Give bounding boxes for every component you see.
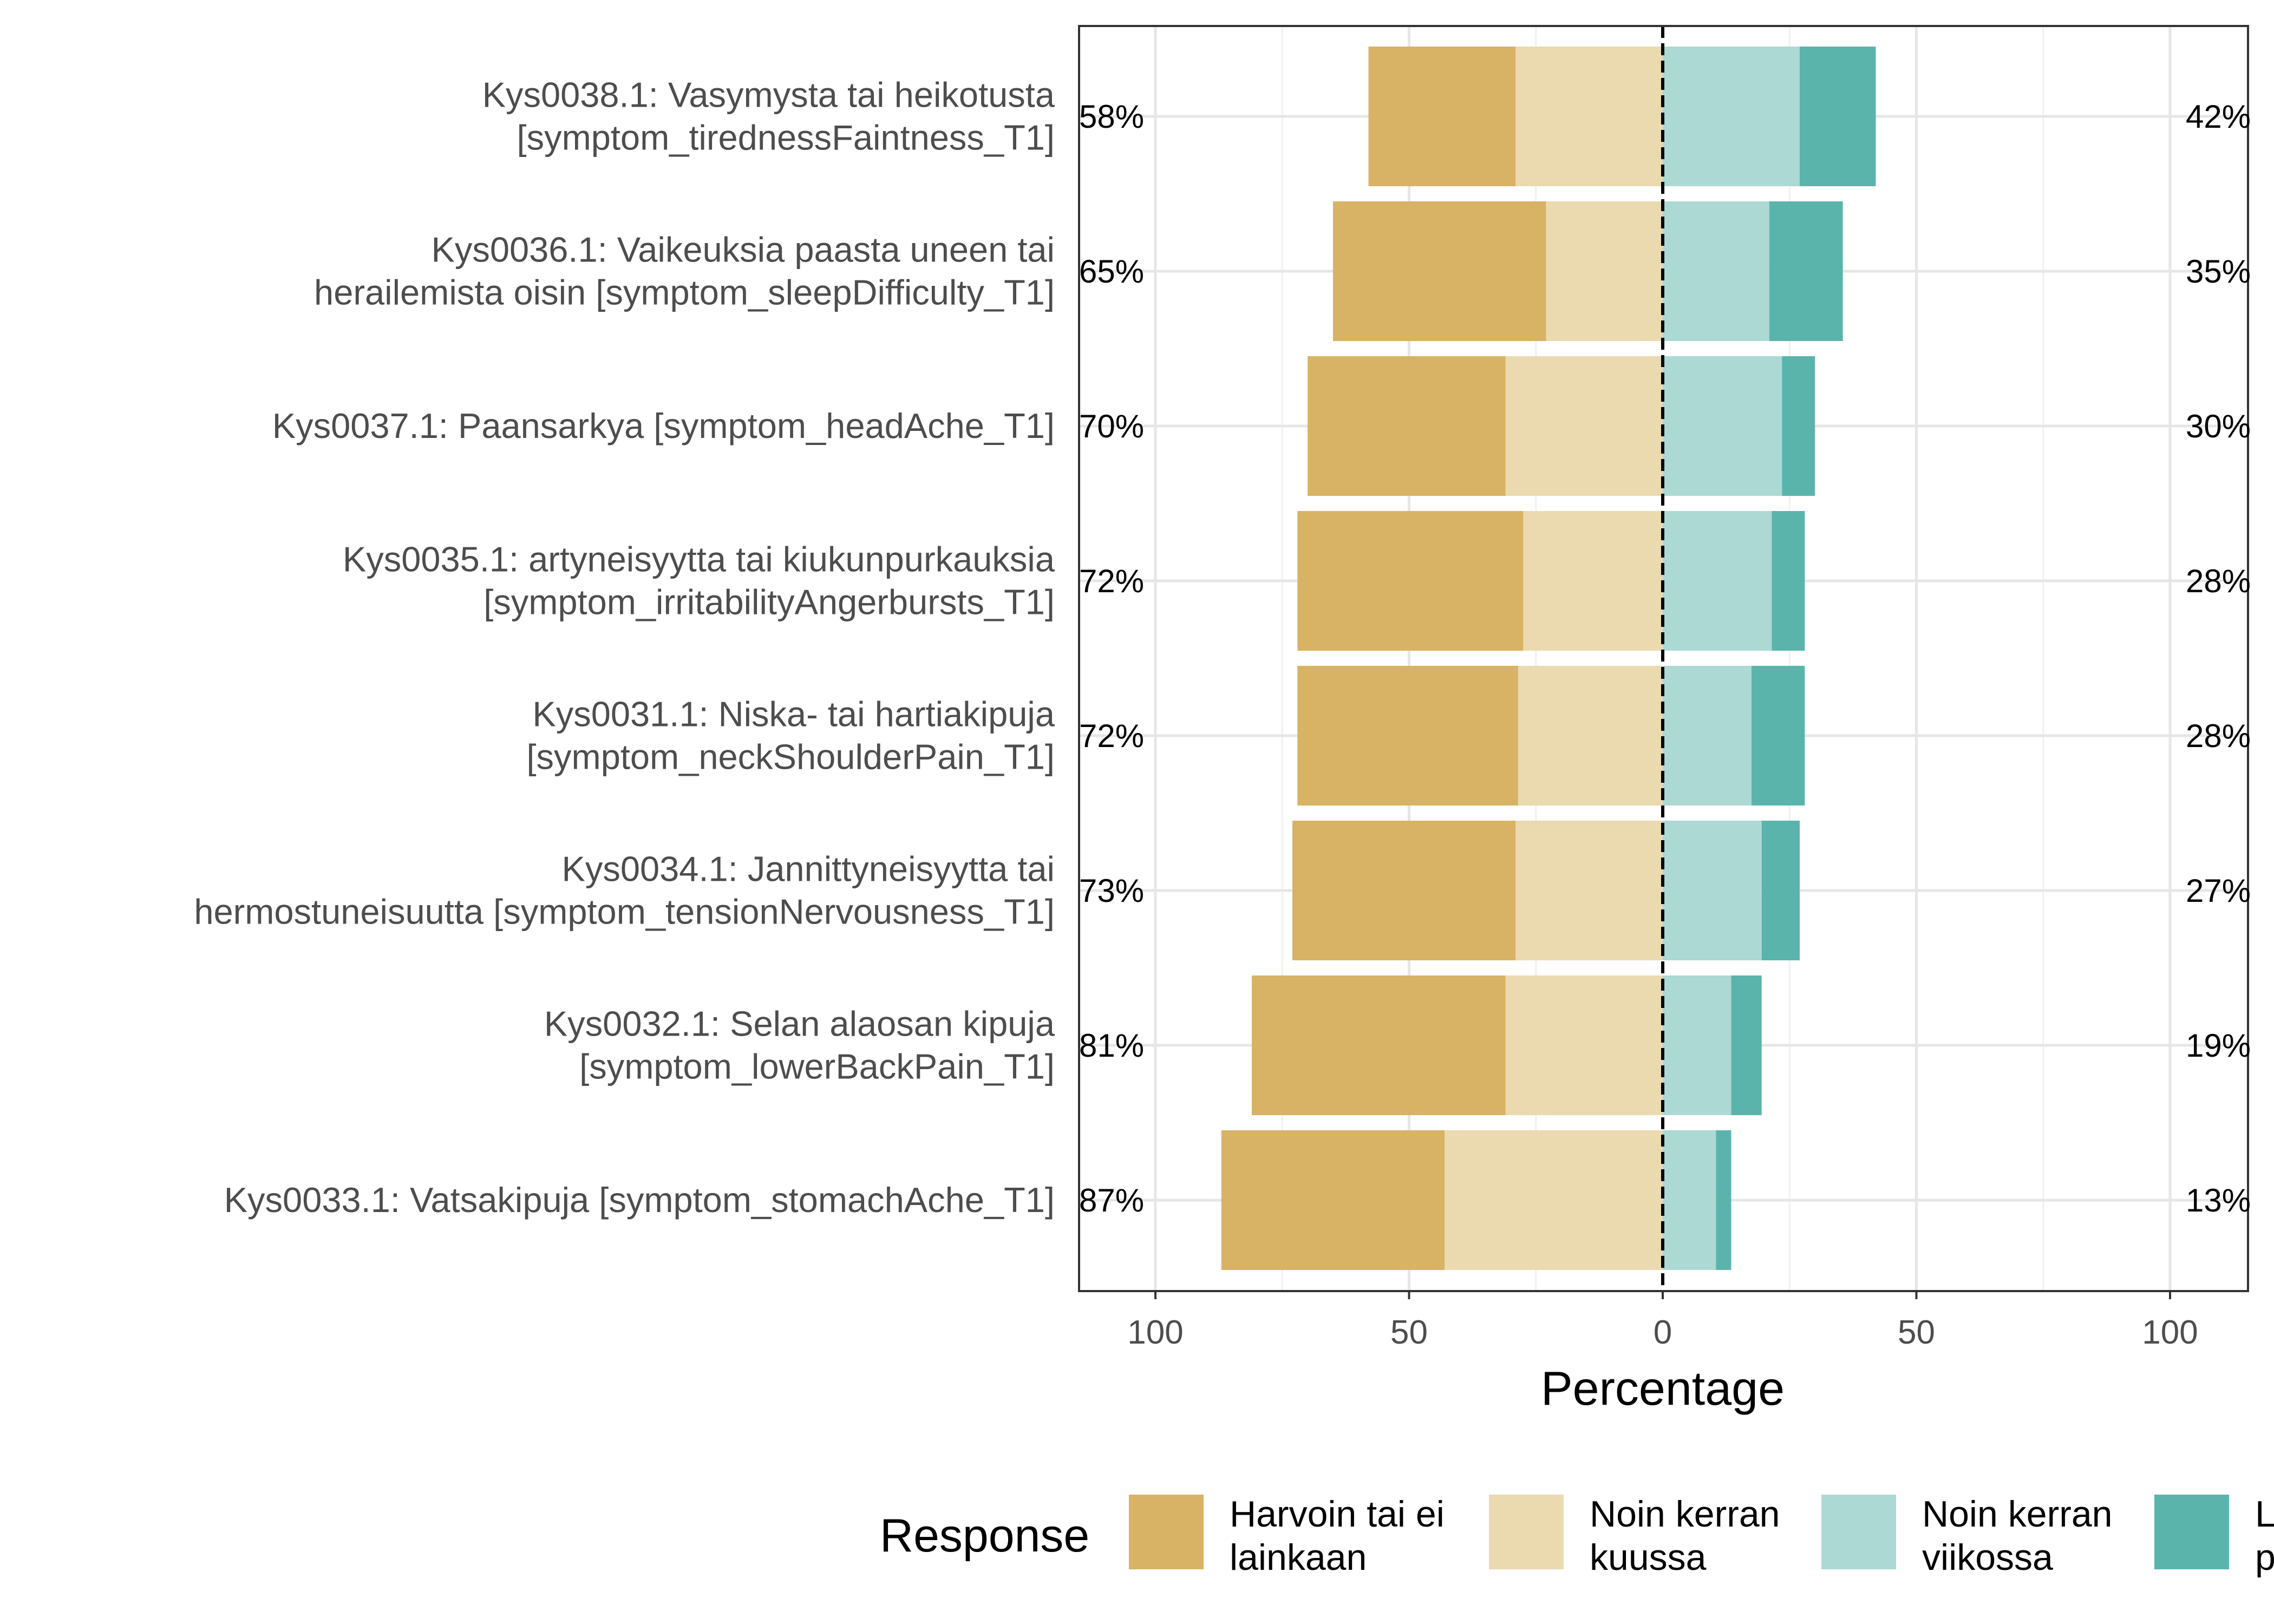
bar-paivittain — [1731, 975, 1762, 1115]
bar-viikossa — [1663, 356, 1782, 496]
y-axis-label: Kys0034.1: Jannittyneisyytta tai — [561, 849, 1055, 889]
bar-paivittain — [1799, 47, 1876, 186]
y-axis-label: Kys0037.1: Paansarkya [symptom_headAche_… — [272, 406, 1055, 446]
bar-viikossa — [1663, 666, 1752, 806]
left-percent-label: 72% — [1079, 563, 1144, 599]
y-axis-label: [symptom_tirednessFaintness_T1] — [517, 118, 1055, 158]
right-percent-label: 27% — [2186, 873, 2251, 909]
bar-harvoin — [1297, 511, 1524, 651]
bar-viikossa — [1663, 975, 1731, 1115]
legend-key-paivittain — [2154, 1495, 2229, 1569]
x-tick-label: 100 — [1127, 1314, 1183, 1351]
left-percent-label: 70% — [1079, 408, 1144, 444]
x-tick-label: 50 — [1898, 1314, 1935, 1351]
legend-label: kuussa — [1590, 1537, 1707, 1578]
right-percent-label: 28% — [2186, 563, 2251, 599]
bar-kuussa — [1515, 47, 1663, 186]
y-axis-label: Kys0038.1: Vasymysta tai heikotusta — [482, 75, 1055, 115]
legend-label: Noin kerran — [1590, 1494, 1780, 1535]
legend-label: Harvoin tai ei — [1230, 1494, 1445, 1535]
bar-harvoin — [1297, 666, 1518, 806]
legend-key-viikossa — [1821, 1495, 1896, 1569]
bar-kuussa — [1518, 666, 1663, 806]
legend-key-harvoin — [1129, 1495, 1204, 1569]
percent-labels: 58% 42% 65% 35% 70% 30% 72% 28% 72% 28% 73% 27% 81% 1… — [1079, 99, 2251, 1219]
right-percent-label: 30% — [2186, 408, 2251, 444]
bar-kuussa — [1515, 821, 1663, 960]
left-percent-label: 87% — [1079, 1182, 1144, 1219]
bar-paivittain — [1716, 1130, 1731, 1270]
y-axis-labels: Kys0038.1: Vasymysta tai heikotusta[symp… — [194, 75, 1055, 1220]
right-percent-label: 19% — [2186, 1027, 2251, 1064]
bar-viikossa — [1663, 511, 1772, 651]
x-tick-label: 100 — [2142, 1314, 2198, 1351]
bar-viikossa — [1663, 1130, 1716, 1270]
legend-key-kuussa — [1489, 1495, 1564, 1569]
bar-harvoin — [1332, 201, 1546, 341]
bars — [1221, 47, 1876, 1270]
bar-viikossa — [1663, 47, 1800, 186]
bar-harvoin — [1292, 821, 1516, 960]
y-axis-label: Kys0033.1: Vatsakipuja [symptom_stomachA… — [224, 1180, 1055, 1220]
bar-viikossa — [1663, 201, 1769, 341]
bar-kuussa — [1445, 1130, 1663, 1270]
bar-paivittain — [1769, 201, 1843, 341]
bar-kuussa — [1505, 356, 1663, 496]
left-percent-label: 73% — [1079, 873, 1144, 909]
x-axis-ticks: 100 50 0 50 100 — [1127, 1291, 2198, 1351]
left-percent-label: 58% — [1079, 99, 1144, 135]
bar-paivittain — [1761, 821, 1800, 960]
y-axis-label: herailemista oisin [symptom_sleepDifficu… — [314, 273, 1055, 312]
bar-paivittain — [1782, 356, 1815, 496]
y-axis-label: [symptom_irritabilityAngerbursts_T1] — [483, 582, 1055, 622]
right-percent-label: 28% — [2186, 718, 2251, 754]
bar-kuussa — [1505, 975, 1663, 1115]
bar-harvoin — [1368, 47, 1516, 186]
y-axis-label: Kys0035.1: artyneisyytta tai kiukunpurka… — [343, 540, 1055, 579]
left-percent-label: 65% — [1079, 253, 1144, 290]
bar-kuussa — [1546, 201, 1663, 341]
right-percent-label: 13% — [2186, 1182, 2251, 1219]
y-axis-label: Kys0036.1: Vaikeuksia paasta uneen tai — [431, 230, 1055, 270]
bar-kuussa — [1523, 511, 1663, 651]
right-percent-label: 35% — [2186, 253, 2251, 290]
bar-paivittain — [1751, 666, 1805, 806]
y-axis-label: [symptom_neckShoulderPain_T1] — [526, 737, 1055, 777]
right-percent-label: 42% — [2186, 99, 2251, 135]
legend-label: p — [2255, 1537, 2274, 1578]
left-percent-label: 81% — [1079, 1027, 1144, 1064]
bar-harvoin — [1308, 356, 1506, 496]
y-axis-label: Kys0032.1: Selan alaosan kipuja — [544, 1004, 1055, 1044]
y-axis-label: hermostuneisuutta [symptom_tensionNervou… — [194, 892, 1055, 932]
bar-paivittain — [1772, 511, 1805, 651]
legend-title: Response — [880, 1510, 1089, 1562]
y-axis-label: Kys0031.1: Niska- tai hartiakipuja — [532, 695, 1055, 734]
y-axis-label: [symptom_lowerBackPain_T1] — [579, 1047, 1055, 1086]
legend-label: L — [2255, 1494, 2274, 1535]
left-percent-label: 72% — [1079, 718, 1144, 754]
x-tick-label: 0 — [1654, 1314, 1672, 1351]
bar-harvoin — [1252, 975, 1506, 1115]
x-axis-title: Percentage — [1541, 1361, 1785, 1415]
legend-label: lainkaan — [1230, 1537, 1367, 1578]
legend-label: Noin kerran — [1922, 1494, 2113, 1535]
x-tick-label: 50 — [1390, 1314, 1428, 1351]
bar-harvoin — [1221, 1130, 1445, 1270]
bar-viikossa — [1663, 821, 1762, 960]
legend-label: viikossa — [1922, 1537, 2053, 1578]
